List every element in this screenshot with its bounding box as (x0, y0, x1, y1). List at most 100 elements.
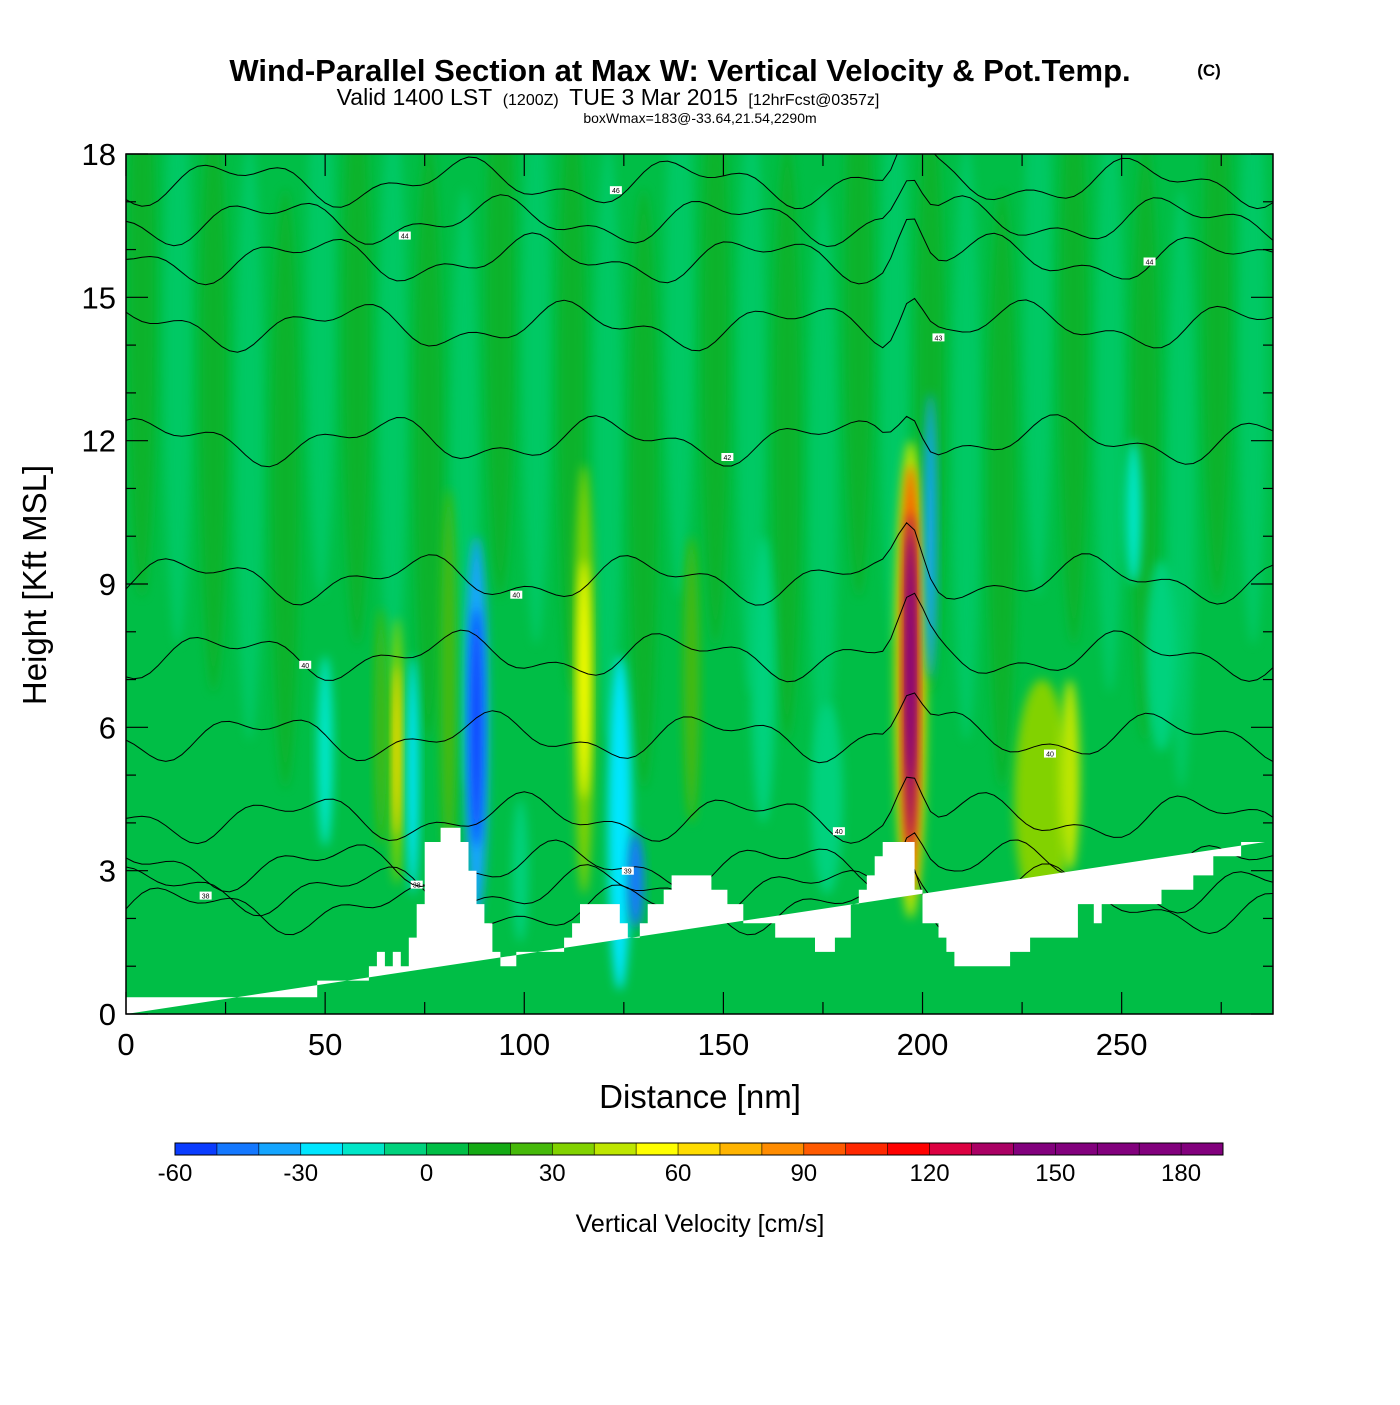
chart-subtitle: Valid 1400 LST (1200Z) TUE 3 Mar 2015 [1… (337, 84, 880, 110)
velocity-streak (378, 154, 407, 693)
x-axis-label: Distance [nm] (599, 1078, 801, 1115)
theta-contour (126, 692, 1273, 764)
x-tick-label: 200 (897, 1027, 949, 1062)
colorbar-bin (258, 1143, 302, 1155)
colorbar-tick-label: 150 (1035, 1160, 1075, 1187)
contour-label: 44 (401, 234, 409, 241)
colorbar-bin (887, 1143, 931, 1155)
y-tick-label: 9 (99, 567, 116, 602)
velocity-streak (414, 154, 443, 741)
velocity-streak (486, 154, 515, 598)
velocity-streak (1024, 154, 1053, 598)
y-tick-label: 3 (99, 854, 116, 889)
velocity-streak (522, 154, 551, 646)
colorbar-tick-label: 30 (539, 1160, 566, 1187)
x-tick-label: 250 (1096, 1027, 1148, 1062)
colorbar-tick-label: 180 (1161, 1160, 1201, 1187)
velocity-streak (1203, 154, 1232, 598)
contour-label: 39 (624, 869, 632, 876)
contour-label-box (609, 186, 622, 195)
velocity-cell (1014, 679, 1070, 919)
velocity-streak (307, 154, 336, 598)
velocity-streak (1095, 154, 1124, 693)
velocity-cell (374, 607, 387, 847)
velocity-cell (392, 665, 401, 838)
velocity-streak (199, 154, 228, 693)
subtitle-valid: Valid 1400 LST (337, 84, 493, 110)
colorbar-bin (719, 1143, 763, 1155)
colorbar-bin (510, 1143, 553, 1155)
velocity-cell (317, 655, 334, 847)
contour-label-box (510, 590, 523, 599)
velocity-cell (1145, 560, 1178, 752)
contour-label-box (1043, 749, 1056, 758)
colorbar-frame (174, 1142, 1224, 1156)
contour-label: 46 (612, 188, 620, 195)
velocity-cell (440, 488, 457, 871)
contour-label: 40 (512, 593, 520, 600)
velocity-streak (808, 188, 837, 789)
contour-label-box (199, 891, 212, 900)
velocity-cells (317, 392, 1178, 991)
contour-label: 40 (1046, 752, 1054, 759)
contour-label: 38 (202, 894, 210, 901)
colorbar-bin (1181, 1143, 1224, 1155)
velocity-streaks (127, 154, 1268, 789)
velocity-streak (271, 188, 300, 789)
colorbar-bin (1055, 1143, 1098, 1155)
y-tick-label: 15 (82, 280, 116, 315)
velocity-cell (751, 536, 776, 823)
contour-label-box (621, 866, 634, 875)
theta-contour (126, 179, 1273, 248)
y-tick-label: 6 (99, 710, 116, 745)
y-tick-label: 0 (99, 997, 116, 1032)
velocity-cell (512, 799, 529, 943)
velocity-streak (235, 154, 264, 741)
colorbar-tick-label: -30 (283, 1160, 318, 1187)
y-tick-label: 18 (82, 137, 116, 172)
y-tick-label: 12 (82, 424, 116, 459)
y-axis-label: Height [Kft MSL] (16, 465, 53, 705)
theta-contour (126, 297, 1273, 353)
theta-contour (126, 592, 1273, 683)
colorbar-bin (594, 1143, 637, 1155)
velocity-streak (342, 154, 371, 646)
colorbar-bin (1139, 1143, 1182, 1155)
contour-label: 44 (1146, 260, 1154, 267)
velocity-cell (683, 536, 700, 823)
subtitle-forecast: [12hrFcst@0357z] (748, 92, 879, 109)
colorbar-bin (1097, 1143, 1140, 1155)
colorbar-bin (552, 1143, 595, 1155)
colorbar-bin (468, 1143, 511, 1155)
colorbar-bin (426, 1143, 469, 1155)
velocity-cell (811, 703, 843, 895)
theta-contour (126, 218, 1273, 286)
chart-title: Wind-Parallel Section at Max W: Vertical… (229, 53, 1130, 88)
copyright-tag: (C) (1197, 61, 1221, 80)
plot-area: 38 38 39 40 40 40 40 42 43 44 44 46 (126, 154, 1273, 1014)
theta-contour (126, 522, 1273, 606)
subtitle-box-wmax: boxWmax=183@-33.64,21.54,2290m (583, 110, 816, 126)
contour-label-box (410, 880, 423, 889)
x-tick-label: 150 (698, 1027, 750, 1062)
contour-label-box (832, 827, 845, 836)
colorbar: -60 -30 0 30 60 90 120 150 180 (158, 1142, 1224, 1187)
x-tick-label: 50 (308, 1027, 342, 1062)
subtitle-zulu: (1200Z) (503, 92, 559, 109)
contour-label: 38 (413, 883, 421, 890)
velocity-cell (907, 536, 914, 776)
velocity-streak (629, 188, 658, 789)
colorbar-bin (300, 1143, 344, 1155)
velocity-streak (952, 154, 981, 741)
colorbar-bin (678, 1143, 721, 1155)
velocity-cell (578, 560, 590, 799)
contour-label-box (1143, 257, 1156, 266)
colorbar-tick-label: 60 (665, 1160, 692, 1187)
contour-label: 40 (835, 829, 843, 836)
velocity-cell (1059, 679, 1080, 871)
contour-label-box (721, 453, 734, 462)
contour-label-box (299, 660, 312, 669)
colorbar-tick-label: 90 (790, 1160, 817, 1187)
contour-label-box (398, 231, 411, 240)
